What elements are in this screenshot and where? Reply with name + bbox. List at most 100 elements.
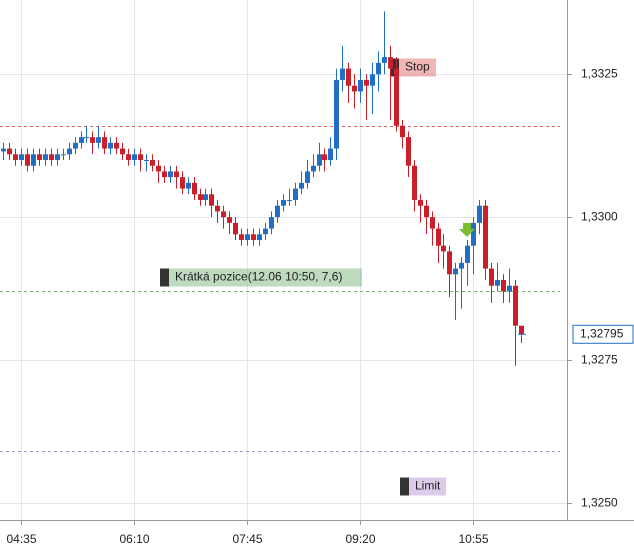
x-tick-label: 04:35 — [6, 532, 36, 546]
candle-body — [84, 137, 89, 139]
candle-body — [90, 137, 95, 143]
candle-body — [495, 280, 500, 286]
candle-body — [340, 68, 345, 80]
candle-body — [400, 125, 405, 138]
x-tick-label: 06:10 — [119, 532, 149, 546]
candle-body — [352, 85, 357, 92]
candle-body — [418, 200, 423, 206]
candle-body — [376, 62, 381, 75]
candle-body — [209, 194, 214, 206]
candle-body — [281, 200, 286, 206]
candle-body — [126, 154, 131, 160]
candle-body — [287, 200, 292, 201]
candle-body — [465, 245, 470, 263]
candle-body — [186, 182, 191, 189]
candle-body — [346, 68, 351, 86]
candle-body — [233, 222, 238, 235]
candle-body — [79, 137, 84, 143]
candle-body — [334, 80, 339, 149]
candle-body — [305, 171, 310, 183]
candle-body — [513, 285, 518, 326]
x-tick-label: 10:55 — [458, 532, 488, 546]
candle-body — [275, 205, 280, 218]
candle-body — [245, 234, 250, 240]
candle-body — [328, 148, 333, 160]
candle-body — [132, 154, 137, 160]
last-price-box — [572, 324, 634, 344]
candle-body — [269, 217, 274, 229]
candle-body — [138, 154, 143, 160]
candle-body — [96, 137, 101, 143]
candle-body — [73, 142, 78, 149]
candle-body — [441, 245, 446, 252]
candle-body — [55, 154, 60, 160]
candle-body — [483, 205, 488, 269]
y-tick-label: 1,3275 — [581, 353, 618, 367]
candle-body — [150, 160, 155, 166]
candle-body — [453, 268, 458, 275]
candle-body — [412, 165, 417, 200]
candle-body — [358, 80, 363, 92]
candle-body — [108, 142, 113, 149]
level-label: Limit — [415, 479, 441, 493]
level-label-handle — [160, 268, 169, 287]
candle-body — [203, 194, 208, 200]
candle-body — [215, 205, 220, 212]
level-label-handle — [400, 477, 409, 496]
candle-body — [61, 154, 66, 156]
candle-body — [317, 154, 322, 166]
level-label-box — [160, 268, 362, 287]
candle-body — [227, 217, 232, 223]
candle-body — [370, 74, 375, 86]
candle-body — [37, 154, 42, 160]
candle-body — [120, 148, 125, 155]
candle-body — [25, 154, 30, 166]
candle-body — [424, 205, 429, 218]
candle-body — [430, 217, 435, 229]
candle-body — [293, 188, 298, 200]
candle-body — [1, 148, 6, 152]
x-tick-label: 07:45 — [232, 532, 262, 546]
candle-body — [168, 171, 173, 178]
candle-body — [198, 194, 203, 200]
x-tick-label: 09:20 — [345, 532, 375, 546]
y-tick-label: 1,3325 — [581, 67, 618, 81]
candle-body — [263, 228, 268, 235]
candle-body — [174, 171, 179, 178]
candle-body — [311, 165, 316, 172]
candle-body — [102, 137, 107, 149]
y-tick-label: 1,3300 — [581, 210, 618, 224]
candle-body — [257, 234, 262, 240]
level-label-box — [390, 58, 436, 77]
candle-body — [489, 268, 494, 286]
candle-body — [114, 142, 119, 149]
candle-body — [192, 182, 197, 195]
candle-body — [49, 154, 54, 160]
candle-body — [447, 251, 452, 275]
candle-body — [19, 154, 24, 160]
candle-body — [43, 154, 48, 160]
signal-arrow — [459, 223, 475, 237]
candle-body — [13, 154, 18, 160]
candle-body — [322, 154, 327, 160]
level-label: Stop — [405, 60, 430, 74]
candle-body — [406, 137, 411, 166]
level-label-handle — [390, 58, 399, 77]
candle-body — [477, 205, 482, 223]
candle-body — [7, 148, 12, 155]
candle-body — [394, 68, 399, 126]
candle-body — [162, 171, 167, 178]
candle-body — [519, 325, 524, 335]
candle-body — [382, 57, 387, 63]
candle-body — [436, 228, 441, 246]
candle-body — [144, 160, 149, 161]
candle-body — [364, 80, 369, 86]
candle-body — [67, 148, 72, 155]
candle-body — [221, 211, 226, 218]
last-price-label: 1,32795 — [580, 326, 624, 340]
candle-body — [239, 234, 244, 240]
candle-body — [299, 182, 304, 189]
level-label: Krátká pozice(12.06 10:50, 7,6) — [175, 270, 342, 284]
